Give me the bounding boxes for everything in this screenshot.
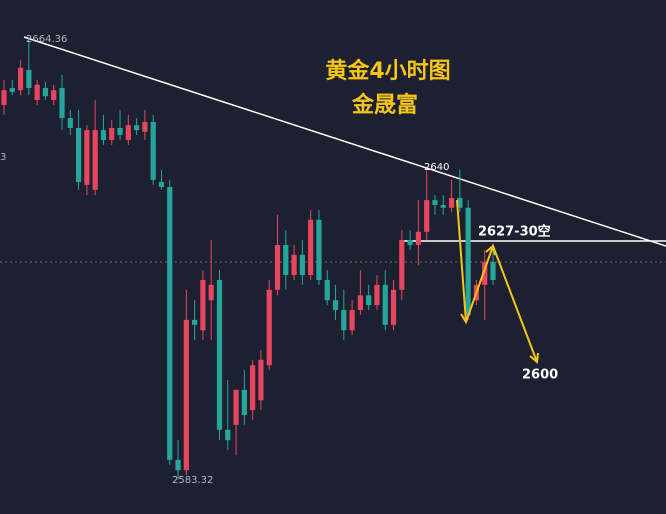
candle-body bbox=[324, 279, 330, 301]
candle-body bbox=[167, 187, 173, 460]
candle-body bbox=[233, 389, 239, 425]
trend-line bbox=[23, 36, 666, 247]
arrow-path bbox=[456, 199, 538, 363]
candle-body bbox=[274, 244, 281, 290]
candle-body bbox=[291, 254, 297, 276]
candle-body bbox=[200, 279, 206, 331]
candle-body bbox=[92, 130, 98, 190]
arrow-head bbox=[485, 244, 496, 256]
candle-body bbox=[415, 231, 422, 245]
candle-body bbox=[150, 121, 156, 180]
candle-body bbox=[299, 254, 305, 276]
candle-body bbox=[100, 130, 107, 140]
candle-body bbox=[399, 240, 405, 290]
high-label: 2664.36 bbox=[26, 34, 67, 45]
candle-body bbox=[258, 359, 264, 401]
candle-body bbox=[316, 219, 322, 280]
candle-body bbox=[1, 90, 7, 105]
candle-body bbox=[457, 197, 463, 208]
candle-body bbox=[26, 69, 32, 89]
candle-body bbox=[109, 127, 115, 140]
candle-body bbox=[51, 90, 57, 101]
candle-body bbox=[366, 295, 372, 306]
peak-label: 2640 bbox=[424, 162, 449, 173]
candle-body bbox=[117, 127, 123, 136]
candle-body bbox=[142, 121, 148, 132]
candle-body bbox=[440, 205, 446, 208]
candle-body bbox=[225, 429, 231, 441]
candle-body bbox=[465, 207, 471, 315]
candle-body bbox=[183, 319, 189, 471]
candle-body bbox=[341, 310, 347, 331]
candle-body bbox=[250, 365, 256, 411]
candle-body bbox=[482, 261, 488, 285]
candle-body bbox=[216, 279, 223, 430]
candle-body bbox=[332, 300, 339, 311]
candle-body bbox=[283, 244, 289, 276]
low-label: 2583.32 bbox=[172, 475, 213, 486]
edge-label: 3 bbox=[0, 152, 6, 163]
arrow-head bbox=[529, 352, 539, 364]
short-label: 2627-30空 bbox=[478, 224, 551, 240]
candle-body bbox=[17, 67, 24, 91]
candle-body bbox=[208, 284, 214, 301]
forecast-arrows bbox=[456, 199, 539, 364]
candle-body bbox=[382, 284, 388, 325]
candle-body bbox=[407, 240, 413, 245]
candle-body bbox=[9, 88, 15, 92]
chart-title: 黄金4小时图 bbox=[325, 58, 450, 84]
candle-body bbox=[125, 125, 131, 140]
candle-body bbox=[42, 88, 49, 97]
candle-body bbox=[448, 197, 455, 208]
candle-body bbox=[308, 219, 314, 276]
candle-body bbox=[59, 88, 65, 119]
candle-body bbox=[67, 118, 73, 128]
candle-body bbox=[158, 182, 165, 188]
candle-body bbox=[84, 130, 90, 185]
candle-body bbox=[175, 459, 181, 471]
candle-body bbox=[134, 125, 140, 131]
candle-body bbox=[390, 289, 397, 325]
target-label: 2600 bbox=[522, 368, 558, 383]
arrow-head bbox=[460, 312, 470, 325]
candles bbox=[1, 36, 496, 480]
candle-body bbox=[192, 319, 198, 325]
candle-body bbox=[357, 295, 363, 311]
candle-body bbox=[490, 261, 496, 280]
candle-body bbox=[266, 289, 272, 366]
chart-subtitle: 金晟富 bbox=[351, 92, 418, 118]
candle-body bbox=[241, 389, 247, 416]
candle-body bbox=[424, 200, 430, 232]
candle-body bbox=[432, 200, 438, 206]
candle-body bbox=[75, 127, 82, 183]
candle-body bbox=[374, 284, 380, 306]
candle-body bbox=[34, 84, 40, 101]
candle-body bbox=[349, 310, 355, 331]
